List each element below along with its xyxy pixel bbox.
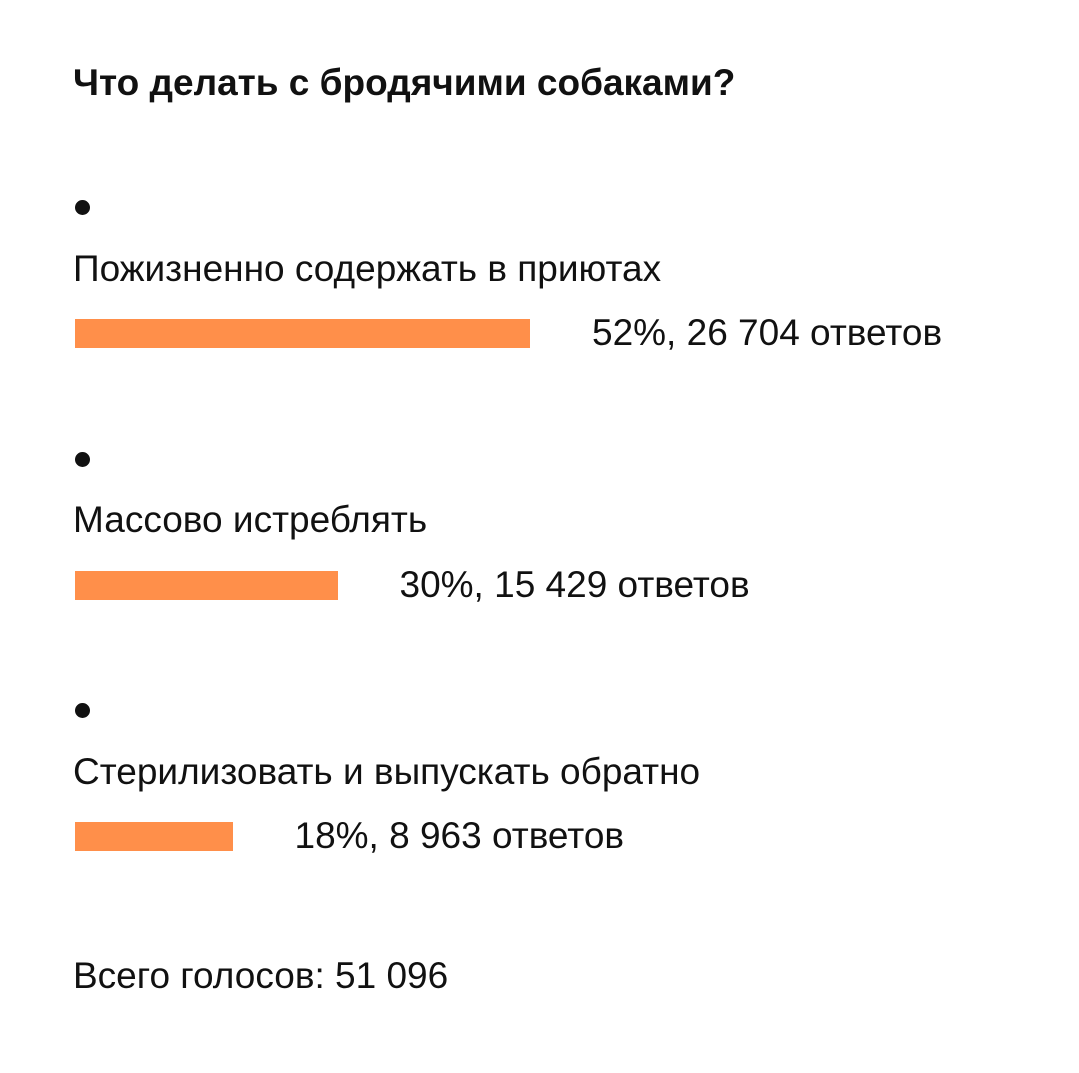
result-bar [75, 571, 338, 600]
bullet-icon [75, 452, 90, 467]
bullet-icon [75, 200, 90, 215]
bullet-icon [75, 703, 90, 718]
result-label: 52%, 26 704 ответов [592, 312, 943, 353]
option-label: Пожизненно содержать в приютах [73, 248, 662, 289]
result-bar [75, 822, 233, 851]
total-votes: Всего голосов: 51 096 [73, 955, 449, 996]
option-label: Массово истреблять [73, 499, 428, 540]
result-label: 18%, 8 963 ответов [294, 815, 625, 856]
result-bar [75, 319, 530, 348]
result-label: 30%, 15 429 ответов [399, 564, 750, 605]
poll-title: Что делать с бродячими собаками? [73, 62, 736, 103]
option-label: Стерилизовать и выпускать обратно [73, 751, 701, 792]
